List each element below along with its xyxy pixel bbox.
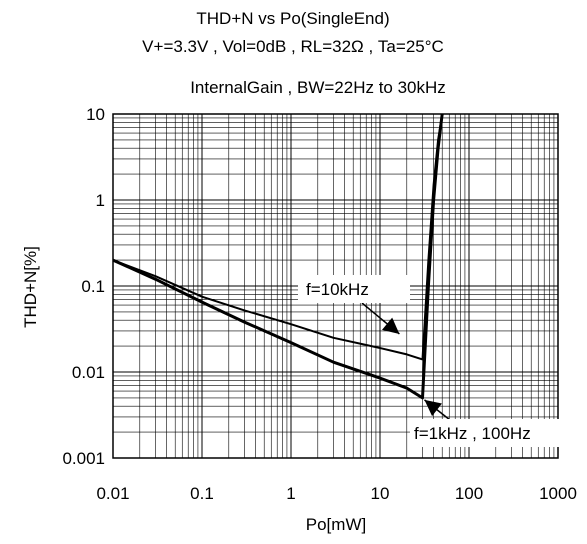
chart-title-line-2: V+=3.3V , Vol=0dB , RL=32Ω , Ta=25°C: [142, 37, 444, 56]
x-tick-labels: 0.01 0.1 1 10 100 1000: [96, 484, 576, 503]
x-axis-label: Po[mW]: [306, 515, 366, 534]
annotation-box-1khz: [410, 419, 580, 447]
annotation-box-10khz: [298, 275, 410, 303]
series-group: [112, 113, 444, 400]
annotation-arrow-10khz-head: [381, 317, 400, 334]
x-tick-label: 1: [286, 484, 295, 503]
y-tick-label: 0.1: [81, 277, 105, 296]
series-line-2: [112, 113, 444, 400]
annotation-arrow-1khz-head: [424, 399, 442, 417]
annotation-label-1khz: f=1kHz , 100Hz: [414, 424, 531, 443]
x-tick-label: 1000: [539, 484, 577, 503]
y-tick-label: 1: [96, 191, 105, 210]
annotations-group: f=10kHz f=1kHz , 100Hz: [298, 275, 580, 447]
y-tick-label: 0.01: [72, 363, 105, 382]
annotation-label-10khz: f=10kHz: [306, 280, 369, 299]
plot-frame: [112, 113, 559, 459]
y-tick-label: 10: [86, 105, 105, 124]
x-tick-label: 10: [371, 484, 390, 503]
y-tick-labels: 0.001 0.01 0.1 1 10: [62, 105, 105, 468]
x-tick-label: 0.1: [190, 484, 214, 503]
y-tick-label: 0.001: [62, 449, 105, 468]
chart-title-line-1: THD+N vs Po(SingleEnd): [196, 9, 389, 28]
chart-title-line-3: InternalGain , BW=22Hz to 30kHz: [190, 78, 446, 97]
x-tick-label: 100: [455, 484, 483, 503]
x-tick-label: 0.01: [96, 484, 129, 503]
y-axis-label: THD+N[%]: [21, 246, 40, 328]
